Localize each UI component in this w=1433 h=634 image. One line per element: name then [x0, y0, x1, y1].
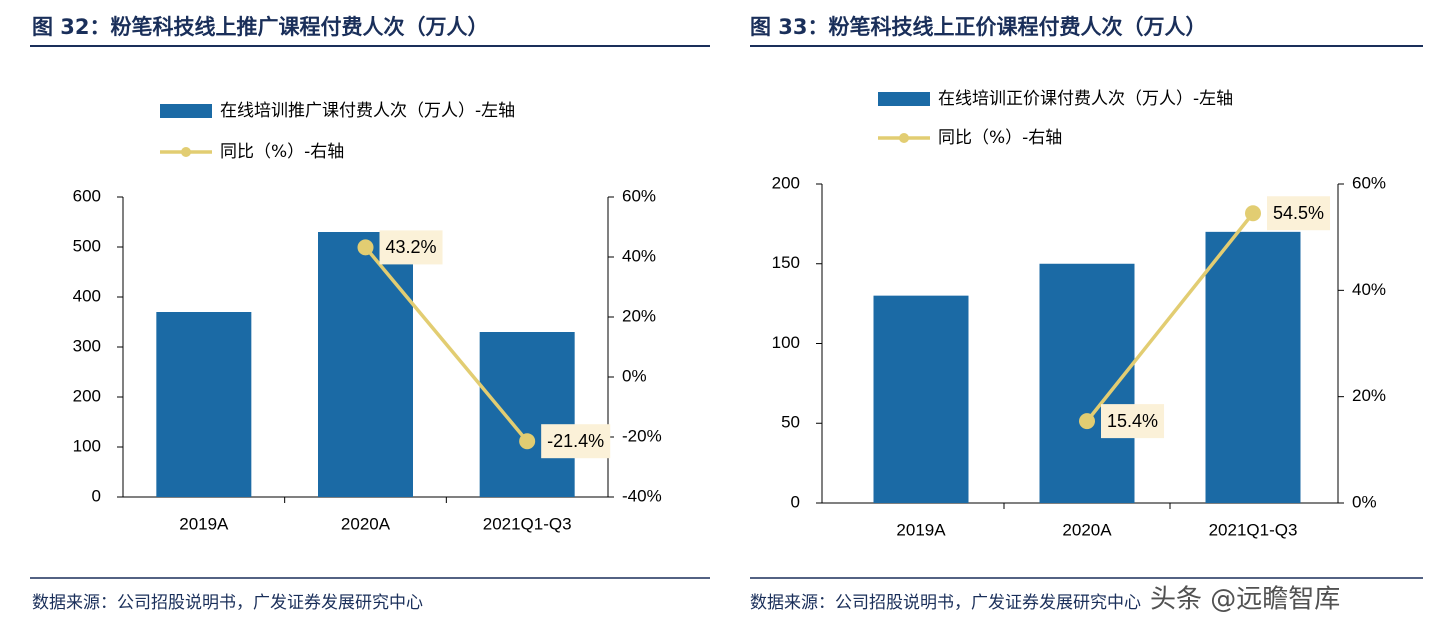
- legend-swatch: [160, 104, 212, 118]
- legend-label: 同比（%）-右轴: [938, 128, 1062, 148]
- watermark: 头条 @远瞻智库: [1150, 585, 1340, 615]
- y-tick-label: 600: [73, 186, 101, 205]
- y2-tick-label: 40%: [622, 246, 656, 265]
- bar: [1205, 231, 1301, 503]
- legend-swatch: [878, 92, 930, 106]
- y-tick-label: 0: [92, 486, 101, 505]
- y-tick-label: 400: [73, 286, 101, 305]
- marker: [1079, 413, 1095, 430]
- y2-tick-label: 0%: [622, 366, 647, 385]
- y-tick-label: 100: [73, 436, 101, 455]
- bar: [318, 232, 413, 497]
- y2-tick-label: 20%: [622, 306, 656, 325]
- x-tick-label: 2021Q1-Q3: [1209, 520, 1298, 539]
- x-tick-label: 2019A: [179, 514, 229, 533]
- y2-tick-label: 40%: [1352, 280, 1386, 299]
- value-label-bg: [1267, 196, 1331, 231]
- bar: [479, 332, 575, 497]
- y-tick-label: 200: [772, 173, 800, 192]
- y-tick-label: 300: [73, 336, 101, 355]
- y2-tick-label: 60%: [622, 186, 656, 205]
- legend-label: 在线培训正价课付费人次（万人）-左轴: [938, 89, 1233, 109]
- y2-tick-label: 60%: [1352, 173, 1386, 192]
- chart-title: 图 33：粉笔科技线上正价课程付费人次（万人）: [750, 15, 1207, 39]
- legend-label: 在线培训推广课付费人次（万人）-左轴: [220, 101, 515, 121]
- x-tick-label: 2020A: [1062, 520, 1112, 539]
- chart-title: 图 32：粉笔科技线上推广课程付费人次（万人）: [32, 15, 489, 39]
- y2-tick-label: 0%: [1352, 492, 1377, 511]
- value-label-bg: [1101, 404, 1165, 439]
- x-tick-label: 2021Q1-Q3: [483, 514, 572, 533]
- y-tick-label: 0: [791, 492, 800, 511]
- source-note: 数据来源：公司招股说明书，广发证券发展研究中心: [32, 593, 423, 613]
- marker: [519, 433, 536, 450]
- marker: [357, 239, 374, 256]
- y2-tick-label: -40%: [622, 486, 662, 505]
- line: [364, 246, 529, 443]
- bar: [1039, 263, 1135, 503]
- value-label-bg: [379, 230, 443, 265]
- legend-marker: [899, 133, 909, 143]
- x-tick-label: 2020A: [341, 514, 391, 533]
- legend-label: 同比（%）-右轴: [220, 142, 344, 162]
- y-tick-label: 200: [73, 386, 101, 405]
- value-label: 15.4%: [1107, 411, 1158, 431]
- value-label: 54.5%: [1273, 203, 1324, 223]
- value-label-bg: [541, 424, 611, 459]
- y-tick-label: 500: [73, 236, 101, 255]
- y-tick-label: 100: [772, 333, 800, 352]
- line: [1085, 212, 1255, 423]
- bar: [873, 295, 969, 503]
- bar: [156, 312, 252, 497]
- y2-tick-label: -20%: [622, 426, 662, 445]
- y-tick-label: 50: [781, 413, 800, 432]
- x-tick-label: 2019A: [896, 520, 946, 539]
- value-label: 43.2%: [386, 237, 437, 257]
- y2-tick-label: 20%: [1352, 386, 1386, 405]
- legend-marker: [181, 147, 191, 157]
- value-label: -21.4%: [547, 431, 604, 451]
- y-tick-label: 150: [772, 253, 800, 272]
- marker: [1245, 205, 1261, 222]
- source-note: 数据来源：公司招股说明书，广发证券发展研究中心: [750, 593, 1141, 613]
